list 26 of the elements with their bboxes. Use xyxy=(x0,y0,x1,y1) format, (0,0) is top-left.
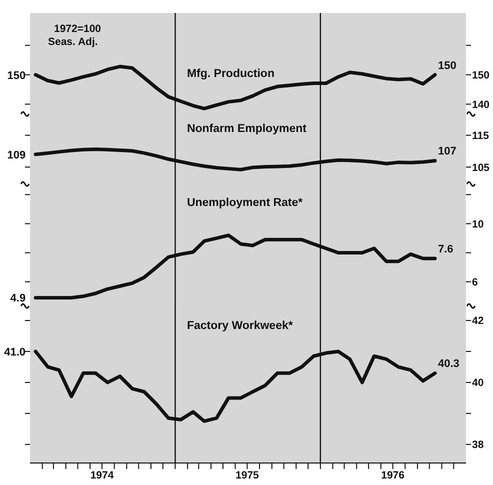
y-tick-label: 105 xyxy=(472,162,490,174)
data-label: 41.0 xyxy=(4,346,26,358)
annotation: 1972=100 xyxy=(53,23,102,36)
text: Factory Workweek* xyxy=(186,320,293,332)
y-tick-label: 140 xyxy=(472,98,490,111)
text: Unemployment Rate* xyxy=(186,196,303,209)
y-tick-label: 40 xyxy=(472,377,484,390)
data-label: 4.9 xyxy=(10,292,26,305)
x-tick-label: 1976 xyxy=(381,469,405,482)
data-label: 40.3 xyxy=(438,358,460,370)
annotation: Seas. Adj. xyxy=(48,36,99,49)
text: Nonfarm Employment xyxy=(186,122,306,135)
y-tick-label: 10 xyxy=(472,218,484,230)
data-label: 150 xyxy=(7,70,26,82)
y-tick-label: 42 xyxy=(472,315,484,328)
series-label: Mfg. Production xyxy=(186,68,274,80)
y-tick-label: 115 xyxy=(472,130,490,142)
y-tick-label: 150 xyxy=(472,69,490,82)
data-label: 107 xyxy=(438,146,456,158)
x-tick-label: 1974 xyxy=(90,469,114,482)
data-label: 7.6 xyxy=(438,244,454,256)
x-tick-label: 1975 xyxy=(236,469,260,482)
data-label: 150 xyxy=(438,60,456,72)
y-tick-label: 38 xyxy=(472,439,484,452)
y-tick-label: 6 xyxy=(472,276,478,288)
data-label: 109 xyxy=(7,149,26,162)
